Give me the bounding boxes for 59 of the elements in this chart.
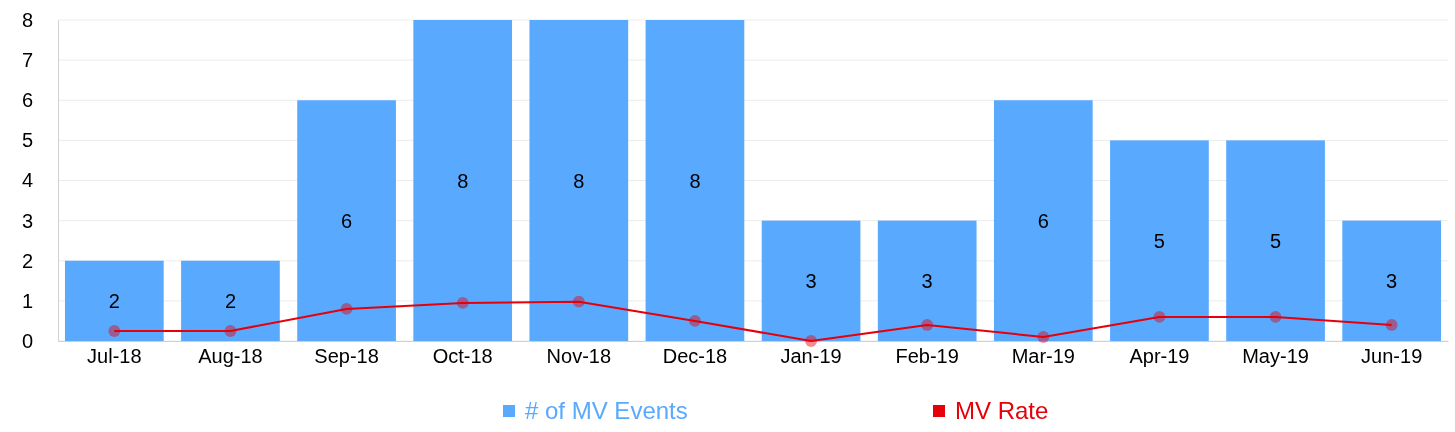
y-tick-label: 3 <box>22 209 34 232</box>
point <box>689 315 701 327</box>
point <box>1269 311 1282 323</box>
x-tick-label: Mar-19 <box>1011 345 1075 368</box>
point <box>805 335 817 347</box>
bar <box>529 20 629 341</box>
bar <box>1226 140 1325 341</box>
data-label: 2 <box>224 289 237 312</box>
data-label: 6 <box>1037 209 1049 232</box>
x-tick-label: Jul-18 <box>87 345 142 368</box>
x-tick-label: Jun-19 <box>1361 345 1423 368</box>
y-tick-label: 2 <box>22 249 34 272</box>
y-tick-label: 1 <box>22 289 34 312</box>
x-tick-label: Feb-19 <box>895 345 959 368</box>
bar <box>877 220 977 341</box>
point <box>224 325 237 337</box>
x-tick-label: Sep-18 <box>314 345 379 368</box>
bar <box>1342 220 1442 341</box>
x-tick-label: Jan-19 <box>780 345 842 368</box>
data-label: 3 <box>1386 269 1398 292</box>
point <box>572 295 585 308</box>
point <box>921 319 934 331</box>
data-label: 5 <box>1153 229 1165 252</box>
y-tick-label: 6 <box>22 89 34 112</box>
y-tick-label: 8 <box>22 8 34 31</box>
bar <box>1110 140 1209 341</box>
point <box>108 325 121 337</box>
bar <box>761 220 861 341</box>
y-tick-label: 0 <box>22 329 34 352</box>
data-label: 3 <box>805 269 817 292</box>
data-label: 8 <box>689 169 701 192</box>
point <box>340 302 353 315</box>
data-label: 8 <box>457 169 469 192</box>
y-tick-label: 4 <box>22 169 34 192</box>
bar <box>64 260 164 341</box>
x-tick-label: Oct-18 <box>432 345 493 368</box>
data-label: 2 <box>108 289 120 312</box>
point <box>1037 331 1050 343</box>
point <box>1385 319 1398 331</box>
y-tick-label: 7 <box>22 49 34 72</box>
point <box>456 296 469 309</box>
legend-label: MV Rate <box>955 397 1049 424</box>
bar <box>413 20 513 341</box>
data-label: 6 <box>341 209 353 232</box>
bar <box>993 100 1093 341</box>
bar <box>645 20 745 341</box>
bar <box>297 100 396 341</box>
bar <box>181 260 280 341</box>
point <box>1153 311 1166 323</box>
data-label: 3 <box>921 269 933 292</box>
y-tick-label: 5 <box>22 129 34 152</box>
x-tick-label: Aug-18 <box>198 345 263 368</box>
legend-label: # of MV Events <box>525 397 688 424</box>
x-tick-label: May-19 <box>1242 345 1309 368</box>
data-label: 8 <box>573 169 585 192</box>
x-tick-label: Apr-19 <box>1129 345 1190 368</box>
x-tick-label: Dec-18 <box>662 345 728 368</box>
x-tick-label: Nov-18 <box>546 345 612 368</box>
data-label: 5 <box>1269 229 1282 252</box>
